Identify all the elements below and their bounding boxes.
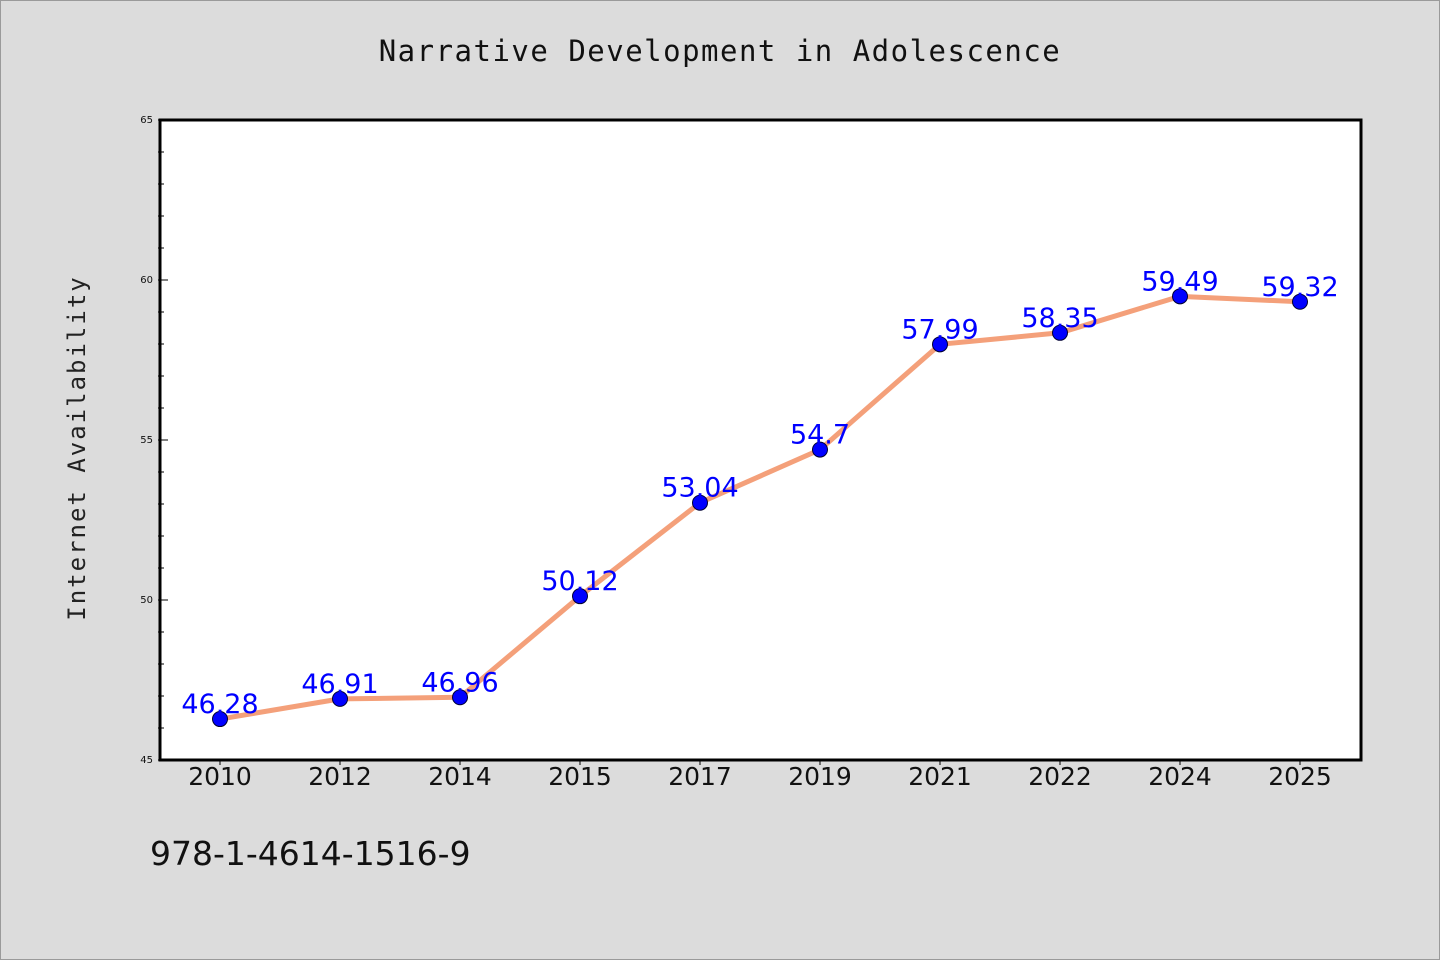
data-point	[1052, 324, 1068, 341]
data-label: 53.04	[661, 473, 738, 504]
data-point	[212, 711, 228, 728]
x-tick-label: 2022	[1028, 762, 1092, 791]
data-point	[1292, 293, 1308, 310]
data-point	[1172, 288, 1188, 305]
x-tick-label: 2012	[308, 762, 372, 791]
data-point	[572, 588, 588, 605]
data-label: 46.28	[181, 689, 258, 720]
data-label: 59.32	[1261, 272, 1338, 303]
y-tick-label: 50	[140, 595, 153, 606]
data-label: 50.12	[541, 566, 618, 597]
x-axis: 2010 2012 2014 2015 2017 2019 2021 2022 2024 2025	[188, 760, 1332, 791]
data-point	[812, 441, 828, 458]
x-tick-label: 2025	[1268, 762, 1332, 791]
y-tick-label: 60	[140, 275, 153, 286]
plot-area	[158, 118, 1363, 762]
data-point	[932, 336, 948, 353]
data-label: 57.99	[901, 314, 978, 345]
footer-code: 978-1-4614-1516-9	[150, 834, 471, 873]
y-tick-label: 65	[140, 115, 153, 126]
data-label: 58.35	[1021, 303, 1098, 334]
data-label: 46.91	[301, 669, 378, 700]
y-tick-label: 55	[140, 435, 153, 446]
x-tick-label: 2015	[548, 762, 612, 791]
series-layer: 46.28 46.91 46.96 50.12 53.04 54.7 57.99 58.35 5…	[181, 266, 1339, 728]
y-tick-label: 45	[140, 755, 153, 766]
data-label: 46.96	[421, 667, 498, 698]
x-tick-label: 2017	[668, 762, 732, 791]
x-tick-label: 2021	[908, 762, 972, 791]
data-point	[332, 690, 348, 707]
x-tick-label: 2010	[188, 762, 252, 791]
chart-title: Narrative Development in Adolescence	[378, 34, 1062, 68]
y-axis: 45 50 55 60 65	[140, 115, 168, 766]
x-tick-label: 2019	[788, 762, 852, 791]
x-tick-label: 2024	[1148, 762, 1212, 791]
x-tick-label: 2014	[428, 762, 492, 791]
series-line	[217, 293, 1303, 722]
data-point	[692, 494, 708, 511]
data-label: 59.49	[1141, 266, 1218, 297]
data-point	[452, 689, 468, 706]
data-label: 54.7	[790, 420, 850, 451]
